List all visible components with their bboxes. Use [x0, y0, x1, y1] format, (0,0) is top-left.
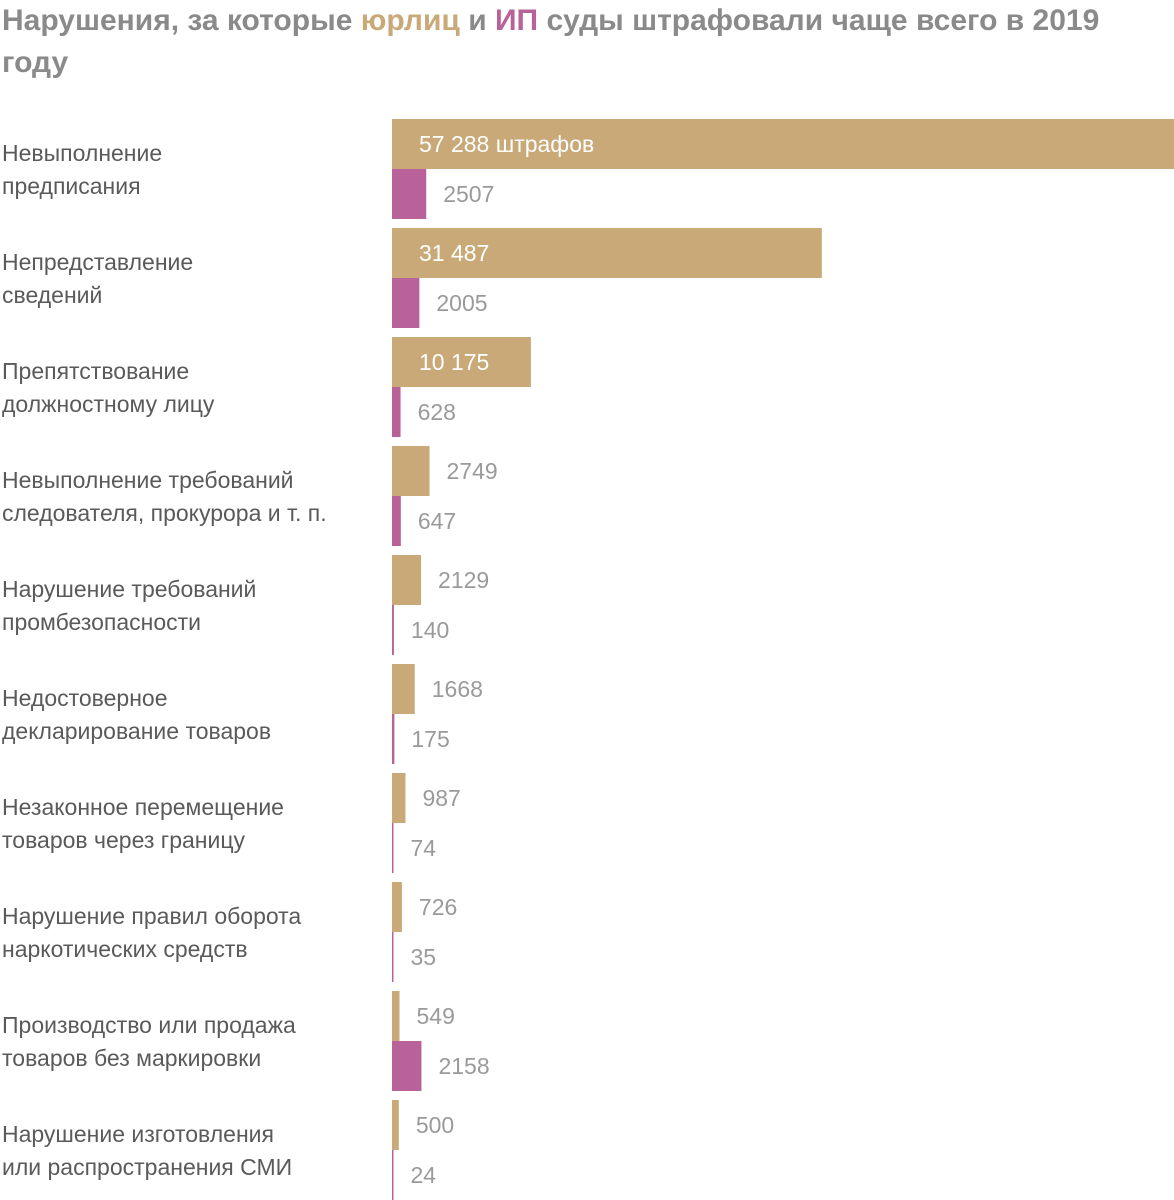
bar-legal [392, 337, 531, 387]
bar-legal [392, 446, 430, 496]
data-label: 57 288 штрафов [419, 131, 594, 157]
category-label: Нарушение правил оборота наркотических ср… [2, 903, 301, 962]
title-part-2: и [459, 4, 495, 37]
data-label: 500 [416, 1112, 454, 1138]
category-label: Нарушение изготовления или распространени… [2, 1121, 292, 1180]
data-label: 987 [422, 785, 460, 811]
bar-legal [392, 991, 400, 1041]
bar-ie [392, 278, 420, 328]
category-label: Невыполнение требований следователя, прок… [2, 467, 327, 526]
data-label: 647 [418, 508, 456, 534]
bar-legal [392, 664, 415, 714]
data-label: 2158 [438, 1053, 489, 1079]
data-label: 726 [419, 894, 457, 920]
bar-ie [392, 1041, 422, 1091]
category-label: Незаконное перемещение товаров через гран… [2, 794, 284, 853]
data-label: 2005 [436, 290, 487, 316]
bar-ie [392, 932, 394, 982]
data-label: 140 [411, 617, 449, 643]
title-legal-entities: юрлиц [360, 4, 460, 37]
data-label: 175 [411, 726, 449, 752]
bar-legal [392, 555, 422, 605]
bar-ie [392, 605, 394, 655]
title-part-1: Нарушения, за которые [2, 4, 361, 37]
data-label: 1668 [432, 676, 483, 702]
category-label: Производство или продажа товаров без марк… [2, 1012, 296, 1071]
data-label: 74 [411, 835, 437, 861]
data-label: 24 [411, 1162, 437, 1188]
category-label: Невыполнение предписания [2, 140, 162, 199]
bar-ie [392, 496, 401, 546]
bar-ie [392, 823, 394, 873]
category-label: Нарушение требований промбезопасности [2, 576, 256, 635]
bar-legal [392, 882, 402, 932]
data-label: 549 [416, 1003, 454, 1029]
bar-ie [392, 1150, 394, 1200]
bar-ie [392, 387, 401, 437]
data-label: 31 487 [419, 240, 489, 266]
bar-ie [392, 169, 427, 219]
category-label: Препятствование должностному лицу [2, 358, 215, 417]
bar-legal [392, 228, 822, 278]
bar-legal [392, 119, 1174, 169]
data-label: 2749 [447, 458, 498, 484]
data-label: 628 [418, 399, 456, 425]
data-label: 2129 [438, 567, 489, 593]
category-label: Непредставление сведений [2, 249, 193, 308]
category-label: Недостоверное декларирование товаров [2, 685, 271, 744]
data-label: 10 175 [419, 349, 489, 375]
bar-ie [392, 714, 395, 764]
data-label: 2507 [443, 181, 494, 207]
chart-title: Нарушения, за которые юрлиц и ИП суды шт… [2, 0, 1172, 84]
bar-legal [392, 1100, 399, 1150]
title-individual-entrepreneurs: ИП [494, 4, 539, 37]
title-part-3: суды штрафовали чаще всего в 2019 году [2, 4, 1100, 79]
bar-legal [392, 773, 406, 823]
data-label: 35 [411, 944, 437, 970]
